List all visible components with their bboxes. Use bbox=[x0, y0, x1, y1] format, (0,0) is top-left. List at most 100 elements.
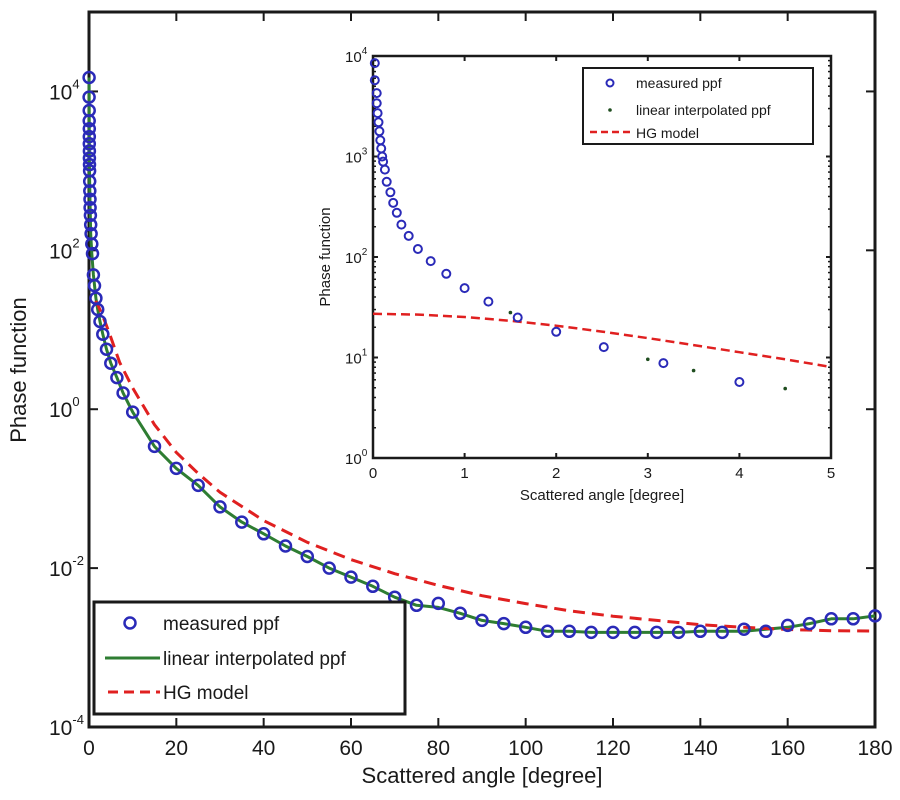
inset-y-axis-label: Phase function bbox=[317, 207, 334, 306]
hg-model-line bbox=[372, 312, 832, 369]
measured-point bbox=[374, 126, 385, 137]
measured-point bbox=[649, 625, 664, 640]
interpolated-line bbox=[87, 77, 876, 634]
inset-legend-label-hg: HG model bbox=[636, 125, 699, 141]
measured-point bbox=[82, 157, 97, 172]
x-tick-label: 60 bbox=[339, 737, 362, 760]
x-tick-label: 180 bbox=[857, 737, 892, 760]
x-tick-label: 140 bbox=[683, 737, 718, 760]
inset-axis-ticks: 0 1 2 3 4 5 104 103 102 101 100 bbox=[345, 46, 835, 482]
measured-point bbox=[366, 579, 380, 594]
y-tick-label: 102 bbox=[345, 247, 368, 267]
measured-point bbox=[82, 70, 96, 85]
measured-point bbox=[125, 405, 140, 419]
inset-legend: measured ppf linear interpolated ppf HG … bbox=[582, 67, 814, 145]
measured-point bbox=[371, 98, 382, 109]
main-y-axis-label: Phase function bbox=[6, 297, 31, 443]
measured-point bbox=[409, 598, 424, 613]
y-tick-label: 101 bbox=[345, 348, 368, 368]
inset-x-axis-label: Scattered angle [degree] bbox=[520, 487, 684, 504]
measured-point bbox=[99, 342, 114, 356]
measured-point bbox=[371, 88, 382, 99]
measured-point bbox=[278, 539, 293, 553]
x-tick-label: 40 bbox=[252, 737, 275, 760]
y-tick-label: 103 bbox=[345, 147, 368, 167]
x-tick-label: 4 bbox=[735, 465, 743, 482]
x-tick-label: 0 bbox=[369, 465, 377, 482]
inset-legend-box bbox=[582, 67, 814, 145]
inset-legend-label-measured: measured ppf bbox=[636, 75, 722, 91]
y-tick-label: 10-2 bbox=[49, 553, 84, 581]
measured-point bbox=[381, 176, 392, 187]
measured-point bbox=[82, 114, 96, 128]
measured-point bbox=[584, 625, 598, 640]
hg-model-line bbox=[94, 300, 876, 633]
measured-point bbox=[628, 625, 642, 640]
measured-point bbox=[191, 478, 205, 493]
measured-point bbox=[83, 184, 97, 198]
y-tick-label: 100 bbox=[49, 394, 80, 422]
measured-point bbox=[715, 625, 729, 640]
measured-point bbox=[497, 616, 511, 631]
x-tick-label: 120 bbox=[595, 737, 630, 760]
main-legend-label-hg: HG model bbox=[163, 683, 249, 704]
x-tick-label: 2 bbox=[552, 465, 560, 482]
measured-point bbox=[780, 618, 795, 633]
measured-point bbox=[83, 200, 97, 215]
main-plot-frame bbox=[87, 10, 877, 729]
measured-point bbox=[82, 174, 97, 189]
measured-point bbox=[802, 616, 817, 631]
measured-point bbox=[391, 207, 402, 218]
measured-point bbox=[671, 625, 686, 640]
main-legend-label-interpolated: linear interpolated ppf bbox=[163, 649, 346, 670]
measured-point bbox=[441, 268, 452, 279]
measured-point bbox=[373, 117, 384, 128]
measured-point bbox=[425, 256, 436, 267]
main-x-axis-label: Scattered angle [degree] bbox=[362, 763, 603, 788]
inset-legend-label-interpolated: linear interpolated ppf bbox=[636, 102, 771, 118]
measured-point bbox=[453, 606, 467, 621]
measured-point bbox=[412, 244, 423, 254]
inset-plot: 0 1 2 3 4 5 104 103 102 101 100 Scattered angle [d… bbox=[317, 46, 835, 504]
measured-point bbox=[658, 358, 669, 369]
main-legend: measured ppf linear interpolated ppf HG … bbox=[92, 600, 407, 716]
measured-point bbox=[82, 122, 97, 136]
measured-point bbox=[518, 620, 533, 635]
measured-point bbox=[147, 439, 162, 454]
measured-point bbox=[110, 370, 124, 385]
measured-point bbox=[562, 624, 577, 639]
measured-point bbox=[87, 278, 102, 293]
measured-point bbox=[213, 500, 227, 514]
measured-point bbox=[403, 230, 414, 241]
measured-point bbox=[104, 356, 118, 370]
measured-point bbox=[369, 58, 380, 69]
measured-point bbox=[483, 296, 494, 307]
x-tick-label: 100 bbox=[508, 737, 543, 760]
interpolated-point bbox=[646, 357, 650, 362]
measured-point bbox=[369, 75, 380, 86]
y-tick-label: 104 bbox=[345, 46, 368, 66]
x-tick-label: 0 bbox=[83, 737, 95, 760]
measured-point bbox=[82, 151, 97, 165]
measured-point bbox=[85, 237, 99, 251]
measured-point bbox=[846, 612, 860, 626]
measured-point bbox=[82, 144, 97, 158]
measured-point bbox=[551, 326, 562, 337]
measured-point bbox=[396, 219, 407, 230]
y-tick-label: 104 bbox=[49, 76, 80, 104]
main-legend-label-measured: measured ppf bbox=[163, 614, 280, 635]
main-series-layer bbox=[82, 70, 882, 640]
measured-point bbox=[377, 151, 388, 162]
measured-point bbox=[85, 246, 100, 261]
interpolated-point bbox=[508, 310, 513, 315]
x-tick-label: 160 bbox=[770, 737, 805, 760]
inset-legend-measured-marker bbox=[605, 78, 615, 88]
measured-point bbox=[256, 527, 271, 541]
measured-point bbox=[598, 342, 609, 353]
measured-point bbox=[96, 327, 110, 341]
measured-point bbox=[606, 625, 620, 640]
x-tick-label: 1 bbox=[460, 465, 468, 482]
measured-point bbox=[372, 108, 383, 119]
interpolated-point bbox=[783, 386, 787, 391]
